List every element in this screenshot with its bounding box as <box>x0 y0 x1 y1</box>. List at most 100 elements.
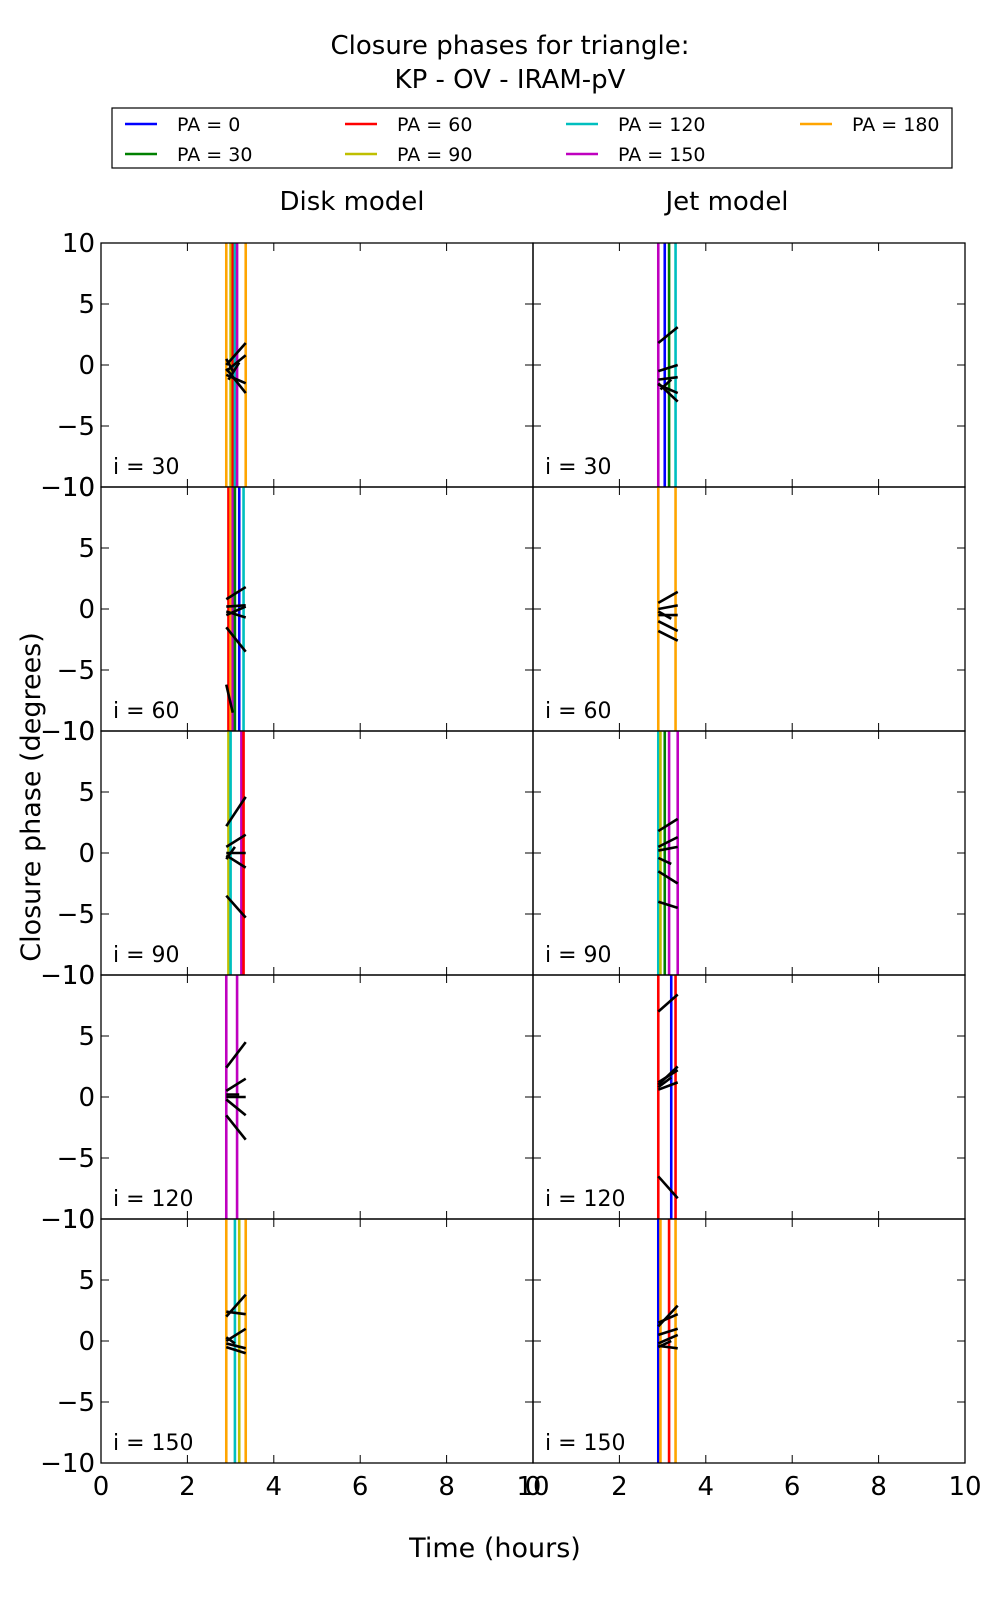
x-tick-label: 2 <box>179 1472 196 1502</box>
panel-plot-area <box>224 243 248 487</box>
closure-phase-track <box>657 590 679 605</box>
panel-frame <box>100 486 534 732</box>
y-tick-label: −5 <box>57 900 95 930</box>
legend-label-1: PA = 30 <box>177 144 252 166</box>
panel-frame <box>100 242 534 488</box>
closure-phase-track <box>657 382 679 403</box>
closure-phase-track <box>657 1333 679 1345</box>
closure-phase-track <box>658 604 678 611</box>
closure-phase-track <box>225 342 247 366</box>
inclination-label: i = 30 <box>545 455 612 480</box>
closure-phase-track <box>657 870 679 885</box>
inclination-label: i = 150 <box>545 1431 626 1456</box>
panel-frame <box>532 974 966 1220</box>
closure-phase-track <box>225 358 234 372</box>
x-tick-label: 6 <box>784 1472 801 1502</box>
y-tick-label: 5 <box>78 534 95 564</box>
y-tick-label: −5 <box>57 412 95 442</box>
x-tick-label: 0 <box>525 1472 542 1502</box>
closure-phase-track <box>657 363 679 373</box>
y-tick-label: 10 <box>62 1205 95 1235</box>
closure-phase-track <box>225 854 247 869</box>
y-tick-label: 10 <box>62 961 95 991</box>
panel-c0-r1: i = 60 −10 −5 0 5 10 <box>40 473 534 747</box>
panel-c1-r3: i = 120 <box>532 974 966 1220</box>
x-tick-label: 6 <box>352 1472 369 1502</box>
closure-phase-track <box>657 1339 672 1349</box>
x-tick-label: 10 <box>516 1472 549 1502</box>
closure-phase-track <box>657 1076 673 1089</box>
y-tick-label: 5 <box>78 778 95 808</box>
y-tick-label: 0 <box>78 1327 95 1357</box>
closure-phase-track <box>657 1312 679 1324</box>
legend-label-5: PA = 150 <box>618 144 706 166</box>
panel-plot-area <box>224 975 247 1219</box>
x-axis-label: Time (hours) <box>408 1533 581 1564</box>
closure-phase-track <box>657 1327 679 1337</box>
closure-phase-track <box>225 796 247 827</box>
closure-phase-track <box>657 993 679 1013</box>
y-tick-label: 5 <box>78 1266 95 1296</box>
closure-phase-track <box>225 1342 247 1350</box>
panel-plot-area <box>224 1219 248 1463</box>
closure-phase-track <box>657 326 679 345</box>
y-tick-label: 10 <box>62 473 95 503</box>
closure-phase-track <box>657 629 679 642</box>
closure-phase-track <box>658 845 678 852</box>
panel-c1-r0: i = 30 <box>532 242 966 488</box>
legend-frame <box>111 107 953 169</box>
panel-frame <box>532 242 966 488</box>
closure-phase-track <box>225 605 247 617</box>
inclination-label: i = 30 <box>113 455 180 480</box>
closure-phase-track <box>225 585 247 601</box>
y-tick-label: 0 <box>78 839 95 869</box>
closure-phase-track <box>225 354 247 373</box>
y-tick-label: −5 <box>57 1144 95 1174</box>
closure-phase-track <box>225 894 247 919</box>
closure-phase-track <box>657 856 672 866</box>
panel-c1-r1: i = 60 <box>532 486 966 732</box>
closure-phase-track <box>657 1175 679 1200</box>
x-tick-label: 4 <box>266 1472 283 1502</box>
column-title-jet-model: Jet model <box>663 187 788 217</box>
y-tick-label: −10 <box>40 717 95 747</box>
legend-label-6: PA = 180 <box>852 114 940 136</box>
y-tick-label: −10 <box>40 1205 95 1235</box>
y-axis-label: Closure phase (degrees) <box>16 632 47 962</box>
closure-phase-track <box>227 361 241 381</box>
y-tick-label: 0 <box>78 351 95 381</box>
panel-c0-r2: i = 90 −10 −5 0 5 10 <box>40 717 534 991</box>
panel-frame <box>532 730 966 976</box>
y-tick-label: −10 <box>40 1449 95 1479</box>
panel-frame <box>532 1218 966 1464</box>
closure-phase-track <box>658 375 678 381</box>
inclination-label: i = 90 <box>545 943 612 968</box>
y-tick-label: −5 <box>57 1388 95 1418</box>
x-tick-label: 10 <box>948 1472 981 1502</box>
closure-phase-track <box>225 1114 247 1141</box>
panel-frame <box>100 1218 534 1464</box>
closure-phase-track <box>225 367 247 394</box>
x-tick-label: 8 <box>870 1472 887 1502</box>
closure-phase-track <box>657 900 679 910</box>
closure-phase-track <box>225 1041 247 1069</box>
inclination-label: i = 120 <box>113 1187 194 1212</box>
legend: PA = 0 PA = 30 PA = 60 PA = 90 PA = 120 PA = … <box>111 107 953 169</box>
inclination-label: i = 150 <box>113 1431 194 1456</box>
y-tick-label: 0 <box>78 595 95 625</box>
y-tick-label: −5 <box>57 656 95 686</box>
figure-title-line-1: Closure phases for triangle: <box>331 31 690 61</box>
panel-plot-area <box>656 1219 679 1463</box>
closure-phase-track <box>225 846 236 860</box>
panel-grid: i = 30 −10 −5 0 5 10 i = 60 −10 −5 0 5 10 i = 90 −10 −… <box>40 229 981 1502</box>
x-tick-label: 2 <box>611 1472 628 1502</box>
y-tick-label: 0 <box>78 1083 95 1113</box>
x-tick-label: 4 <box>698 1472 715 1502</box>
panel-plot-area <box>656 487 679 731</box>
x-tick-label: 0 <box>93 1472 110 1502</box>
y-tick-label: 5 <box>78 290 95 320</box>
closure-phase-track <box>657 1304 679 1328</box>
panel-c1-r2: i = 90 <box>532 730 966 976</box>
